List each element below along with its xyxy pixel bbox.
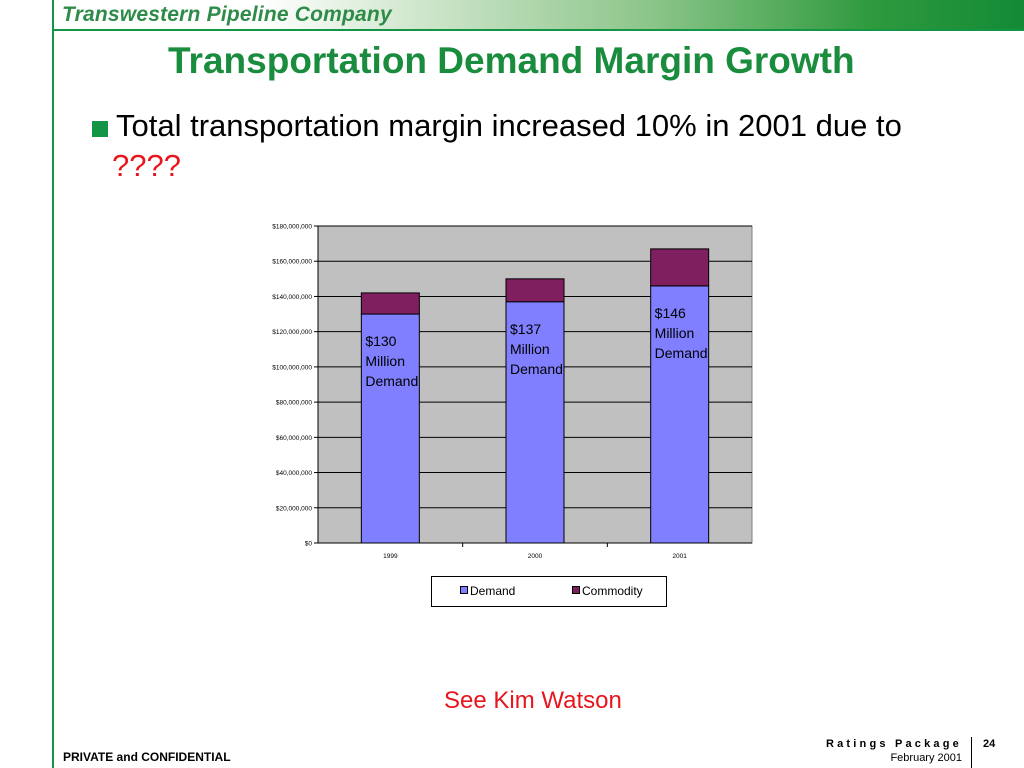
top-border-line bbox=[52, 29, 1024, 31]
legend-item-commodity: Commodity bbox=[572, 584, 643, 598]
y-tick-label: $20,000,000 bbox=[276, 505, 313, 512]
legend-label-commodity: Commodity bbox=[582, 584, 643, 598]
bar-demand bbox=[360, 313, 420, 544]
footer-date: February 2001 bbox=[890, 752, 962, 764]
footer-package-title: Ratings Package bbox=[825, 738, 962, 750]
x-tick-label: 1999 bbox=[383, 553, 398, 560]
y-tick-label: $160,000,000 bbox=[272, 259, 312, 266]
y-tick-label: $100,000,000 bbox=[272, 364, 312, 371]
bar-commodity bbox=[505, 278, 565, 303]
legend-swatch-demand bbox=[460, 586, 468, 594]
company-logo-text: Transwestern Pipeline Company bbox=[62, 3, 392, 26]
x-tick-label: 2000 bbox=[528, 553, 543, 560]
bullet-text: Total transportation margin increased 10… bbox=[116, 108, 902, 143]
y-tick-label: $80,000,000 bbox=[276, 400, 313, 407]
legend-item-demand: Demand bbox=[460, 584, 515, 598]
footer-separator bbox=[971, 737, 972, 768]
bar-data-label: $130 Million Demand bbox=[365, 333, 419, 390]
y-tick-label: $180,000,000 bbox=[272, 224, 312, 231]
bar-commodity bbox=[650, 248, 710, 287]
x-tick-label: 2001 bbox=[672, 553, 687, 560]
chart-legend: Demand Commodity bbox=[431, 576, 667, 607]
slide-title: Transportation Demand Margin Growth bbox=[168, 40, 855, 81]
bullet-square-icon bbox=[92, 121, 108, 137]
header-band bbox=[0, 0, 1024, 30]
legend-label-demand: Demand bbox=[470, 584, 516, 598]
y-tick-label: $120,000,000 bbox=[272, 329, 312, 336]
bar-demand bbox=[650, 285, 710, 544]
bar-data-label: $146 Million Demand bbox=[654, 304, 708, 361]
y-tick-label: $0 bbox=[305, 541, 313, 548]
see-kim-watson-note: See Kim Watson bbox=[444, 687, 622, 714]
left-border-line bbox=[52, 0, 54, 768]
y-tick-label: $140,000,000 bbox=[272, 294, 312, 301]
footer-confidential: PRIVATE and CONFIDENTIAL bbox=[63, 750, 231, 764]
legend-swatch-commodity bbox=[572, 586, 580, 594]
bullet-emphasis: ???? bbox=[112, 148, 181, 183]
page-number: 24 bbox=[983, 738, 996, 750]
bar-commodity bbox=[360, 292, 420, 315]
bar-data-label: $137 Million Demand bbox=[510, 320, 563, 377]
y-tick-label: $60,000,000 bbox=[276, 435, 313, 442]
y-tick-label: $40,000,000 bbox=[276, 470, 313, 477]
stacked-bar-chart: $0 $20,000,000 $40,000,000 $60,000,000 $80,0… bbox=[272, 224, 753, 560]
